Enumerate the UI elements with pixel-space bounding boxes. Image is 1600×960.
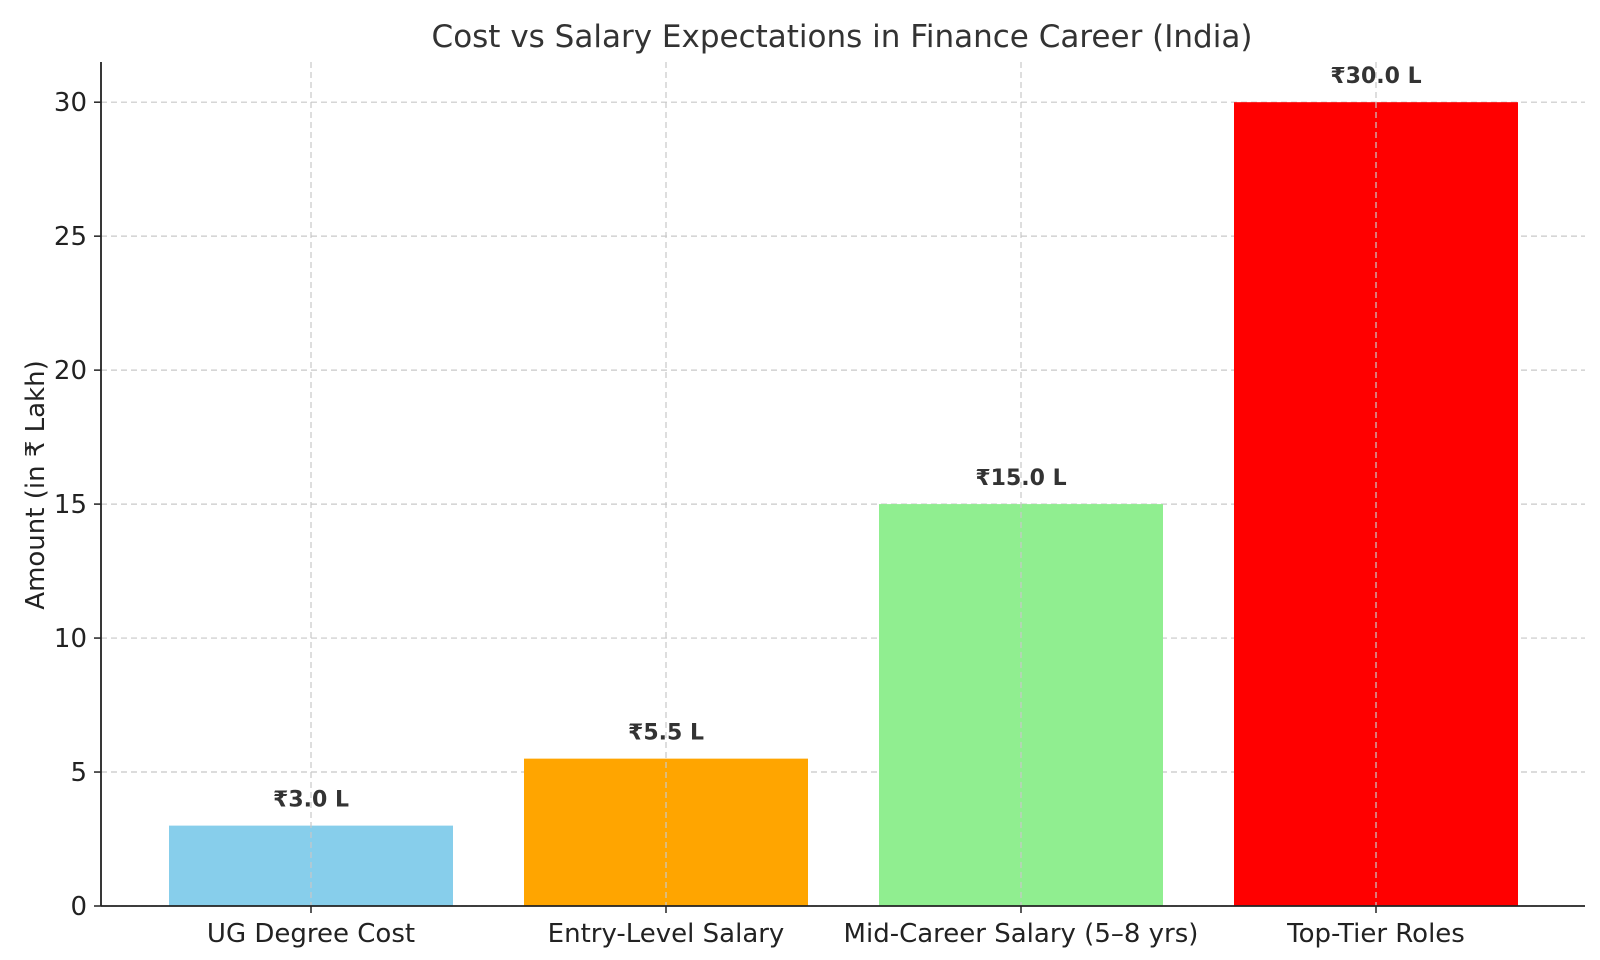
data-label: ₹5.5 L: [628, 721, 704, 746]
y-tick-label: 25: [54, 222, 87, 252]
y-tick-label: 30: [54, 88, 87, 118]
x-tick-label: UG Degree Cost: [207, 919, 415, 949]
axes: 0 5 10 15 20 25 30 UG Degree Cost Entry-Level Sa…: [54, 62, 1585, 949]
x-tick-label: Mid-Career Salary (5–8 yrs): [844, 919, 1199, 949]
chart-title: Cost vs Salary Expectations in Finance C…: [432, 19, 1253, 55]
data-label: ₹3.0 L: [273, 788, 349, 813]
x-tick-label: Entry-Level Salary: [548, 919, 785, 949]
data-label: ₹15.0 L: [975, 466, 1066, 491]
vertical-grid: [310, 62, 1377, 906]
y-tick-label: 5: [70, 758, 87, 788]
data-labels: ₹3.0 L ₹5.5 L ₹15.0 L ₹30.0 L: [273, 64, 1422, 812]
y-tick-label: 15: [54, 490, 87, 520]
y-tick-label: 0: [70, 892, 87, 922]
data-label: ₹30.0 L: [1330, 64, 1421, 89]
y-tick-label: 10: [54, 624, 87, 654]
x-tick-label: Top-Tier Roles: [1286, 919, 1465, 949]
y-tick-label: 20: [54, 356, 87, 386]
y-axis-label: Amount (in ₹ Lakh): [21, 360, 51, 609]
